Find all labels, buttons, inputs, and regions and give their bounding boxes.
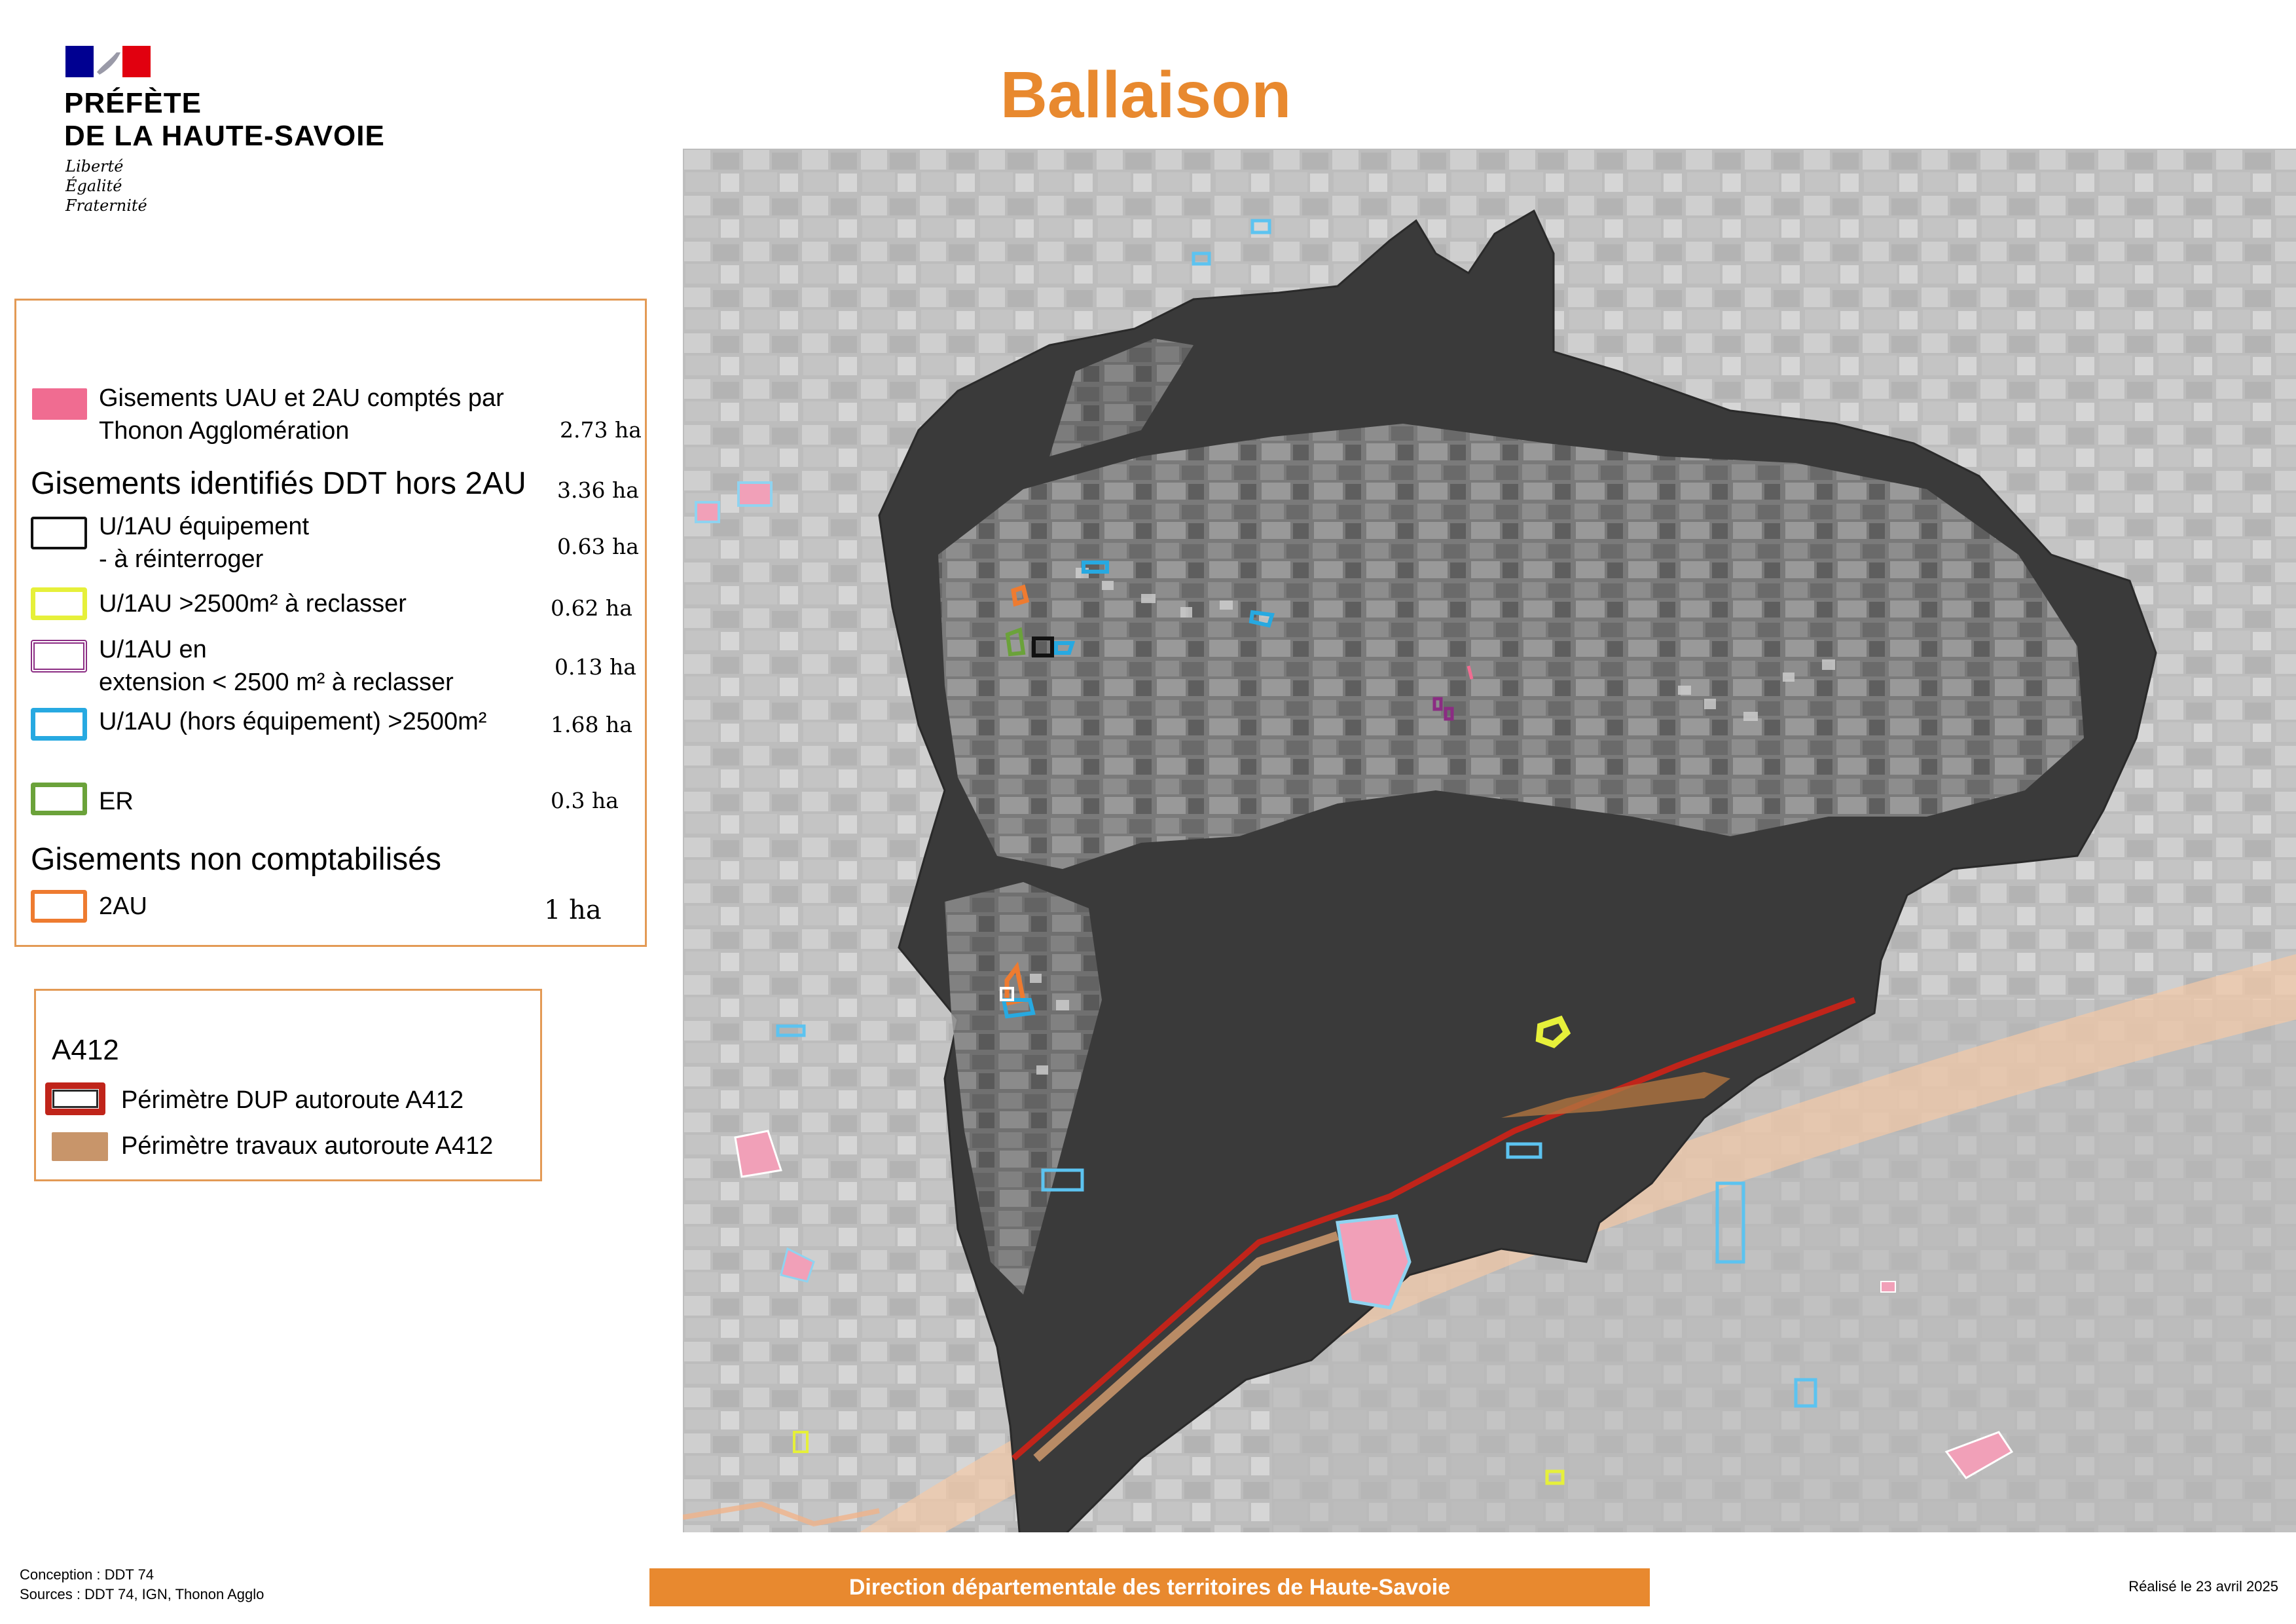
section-non-title: Gisements non comptabilisés <box>31 842 441 877</box>
value-2au: 1 ha <box>544 895 602 925</box>
map-view[interactable] <box>683 149 2296 1532</box>
extension-outlines <box>1432 697 1454 721</box>
label-reclasser: U/1AU >2500m² à reclasser <box>99 590 407 618</box>
equipement-outline <box>1032 637 1054 657</box>
footer-sources: Sources : DDT 74, IGN, Thonon Agglo <box>20 1586 264 1602</box>
blue-outlines-outside <box>776 219 1817 1408</box>
label-hors-equipement: U/1AU (hors équipement) >2500m² <box>99 708 487 735</box>
map-title: Ballaison <box>1000 58 1292 132</box>
label-thonon-line1: Gisements UAU et 2AU comptés par <box>99 384 504 412</box>
agricultural-area <box>938 424 2084 869</box>
swatch-dup <box>45 1082 105 1115</box>
legend-a412: A412 Périmètre DUP autoroute A412 Périmè… <box>34 989 542 1181</box>
dup-a412-line <box>1011 997 1856 1461</box>
legend-main: Gisements UAU et 2AU comptés par Thonon … <box>14 299 647 947</box>
travaux-a412-strip <box>1033 1231 1339 1462</box>
label-thonon-line2: Thonon Agglomération <box>99 417 350 445</box>
swatch-2au <box>31 890 87 923</box>
label-extension-line2: extension < 2500 m² à reclasser <box>99 669 454 696</box>
swatch-reclasser <box>31 587 87 620</box>
motto-liberte: Liberté <box>65 157 124 175</box>
map-canvas <box>683 149 2296 1532</box>
footer-center-bar: Direction départementale des territoires… <box>649 1568 1650 1606</box>
label-2au: 2AU <box>99 893 147 920</box>
value-hors-equipement: 1.68 ha <box>551 712 632 737</box>
motto-fraternite: Fraternité <box>65 196 147 215</box>
footer-date: Réalisé le 23 avril 2025 <box>2128 1578 2278 1595</box>
swatch-equipement <box>31 517 87 549</box>
swatch-extension <box>31 640 87 673</box>
a412-title: A412 <box>52 1034 119 1066</box>
hors-equipement-outlines <box>1001 561 1275 1019</box>
value-equipement: 0.63 ha <box>557 534 639 559</box>
value-extension: 0.13 ha <box>555 654 636 680</box>
label-er: ER <box>99 788 134 815</box>
logo-line2: DE LA HAUTE-SAVOIE <box>64 120 385 152</box>
value-er: 0.3 ha <box>551 788 619 813</box>
value-reclasser: 0.62 ha <box>551 595 632 621</box>
footer-conception: Conception : DDT 74 <box>20 1566 155 1583</box>
label-dup: Périmètre DUP autoroute A412 <box>121 1086 464 1114</box>
swatch-er <box>31 783 87 815</box>
label-extension-line1: U/1AU en <box>99 636 207 663</box>
motto-egalite: Égalité <box>65 177 122 195</box>
marianne-flag-icon <box>65 46 151 77</box>
swatch-thonon <box>32 388 87 420</box>
label-equipement-line1: U/1AU équipement <box>99 513 310 540</box>
label-equipement-line2: - à réinterroger <box>99 545 264 573</box>
value-thonon: 2.73 ha <box>560 417 642 443</box>
label-travaux: Périmètre travaux autoroute A412 <box>121 1132 494 1160</box>
section-ddt-value: 3.36 ha <box>557 477 639 503</box>
er-outline <box>1005 627 1026 657</box>
section-ddt-title: Gisements identifiés DDT hors 2AU <box>31 466 526 501</box>
swatch-hors-equipement <box>31 708 87 741</box>
swatch-travaux <box>52 1132 108 1161</box>
reclasser-outline <box>1535 1015 1571 1048</box>
logo-line1: PRÉFÈTE <box>64 87 202 119</box>
thonon-gisements <box>695 481 2014 1479</box>
